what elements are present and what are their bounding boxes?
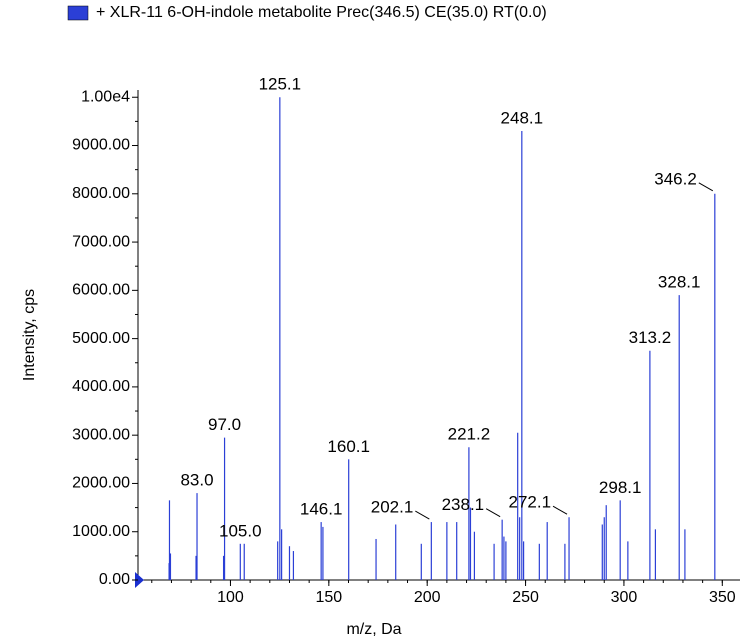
- peak-label: 97.0: [208, 415, 241, 434]
- peak-label: 272.1: [508, 493, 551, 512]
- peak-label: 298.1: [599, 478, 642, 497]
- peak-label: 146.1: [300, 500, 343, 519]
- peak-label: 105.0: [219, 521, 262, 540]
- peak-label: 313.2: [629, 328, 672, 347]
- label-leader: [485, 508, 501, 518]
- peak-label: 328.1: [658, 273, 701, 292]
- peak-label: 83.0: [180, 471, 213, 490]
- y-tick-label: 3000.00: [72, 426, 130, 443]
- peak-label: 221.2: [448, 425, 491, 444]
- y-tick-label: 8000.00: [72, 185, 130, 202]
- legend-label: + XLR-11 6-OH-indole metabolite Prec(346…: [96, 4, 547, 21]
- x-tick-label: 200: [414, 589, 441, 606]
- x-tick-label: 350: [709, 589, 736, 606]
- peak-label: 238.1: [442, 495, 485, 514]
- x-tick-label: 250: [512, 589, 539, 606]
- peak-label: 202.1: [371, 498, 414, 517]
- peak-label: 346.2: [654, 169, 697, 188]
- y-tick-label: 6000.00: [72, 282, 130, 299]
- peak-label: 125.1: [259, 75, 302, 94]
- peak-label: 248.1: [501, 109, 544, 128]
- y-tick-label: 1000.00: [72, 523, 130, 540]
- y-tick-label: 4000.00: [72, 378, 130, 395]
- y-axis-label: Intensity, cps: [21, 289, 38, 381]
- legend-swatch: [67, 5, 89, 21]
- origin-marker: [135, 572, 144, 588]
- x-tick-label: 150: [315, 589, 342, 606]
- y-tick-label: 7000.00: [72, 233, 130, 250]
- label-leader: [698, 182, 714, 192]
- y-tick-label: 9000.00: [72, 137, 130, 154]
- peak-label: 160.1: [327, 437, 370, 456]
- y-tick-label: 0.00: [99, 571, 130, 588]
- y-tick-label: 5000.00: [72, 330, 130, 347]
- x-tick-label: 300: [611, 589, 638, 606]
- y-tick-label: 1.00e4: [81, 88, 130, 105]
- label-leader: [552, 505, 568, 515]
- y-tick-label: 2000.00: [72, 475, 130, 492]
- x-axis-label: m/z, Da: [346, 621, 401, 638]
- x-tick-label: 100: [217, 589, 244, 606]
- label-leader: [415, 510, 430, 520]
